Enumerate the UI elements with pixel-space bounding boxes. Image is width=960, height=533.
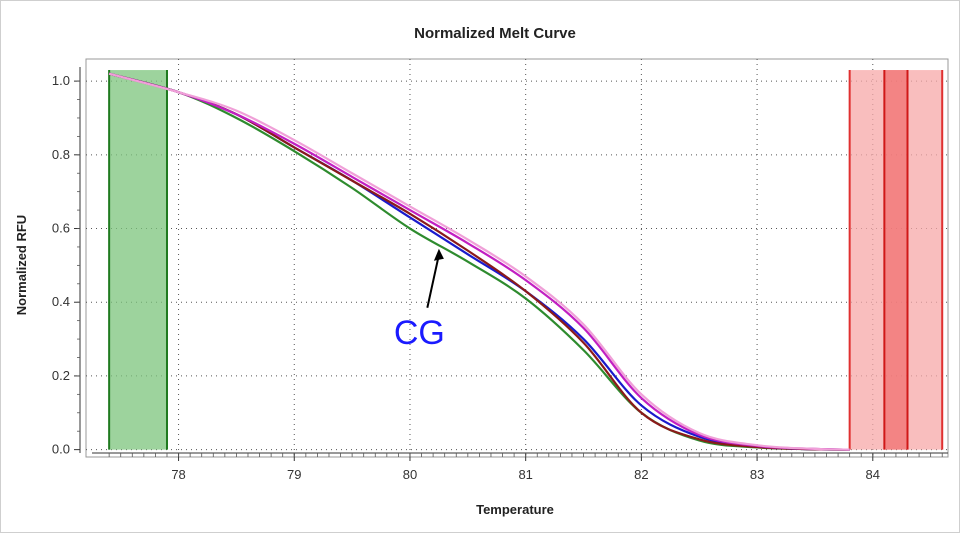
chart-title: Normalized Melt Curve bbox=[414, 25, 576, 42]
annotation: CG bbox=[394, 248, 445, 352]
y-tick-label: 0.0 bbox=[52, 442, 70, 457]
x-tick-label: 83 bbox=[750, 467, 764, 482]
x-tick-label: 84 bbox=[866, 467, 880, 482]
x-tick-label: 80 bbox=[403, 467, 417, 482]
y-tick-label: 0.4 bbox=[52, 294, 70, 309]
y-axis-label: Normalized RFU bbox=[14, 215, 29, 315]
grid-lines bbox=[86, 59, 948, 457]
x-tick-label: 78 bbox=[171, 467, 185, 482]
x-tick-label: 79 bbox=[287, 467, 301, 482]
plot-area bbox=[85, 58, 949, 458]
x-tick-label: 81 bbox=[518, 467, 532, 482]
series-lines bbox=[108, 72, 850, 451]
y-tick-label: 0.6 bbox=[52, 221, 70, 236]
y-tick-label: 0.2 bbox=[52, 368, 70, 383]
y-tick-label: 0.8 bbox=[52, 147, 70, 162]
series-line bbox=[108, 72, 850, 451]
annotation-label: CG bbox=[394, 314, 445, 352]
annotation-arrow-line bbox=[426, 254, 440, 308]
x-tick-label: 82 bbox=[634, 467, 648, 482]
axes: 78 79 80 81 82 83 84 0.0 0.2 0.4 0.6 0.8 1.0 bbox=[52, 67, 948, 482]
annotation-arrow-head bbox=[433, 248, 444, 261]
y-tick-label: 1.0 bbox=[52, 73, 70, 88]
cursor-region bbox=[884, 70, 908, 450]
cursor-region bbox=[109, 70, 167, 450]
cursor-regions bbox=[108, 70, 944, 450]
x-axis-label: Temperature bbox=[476, 502, 554, 517]
